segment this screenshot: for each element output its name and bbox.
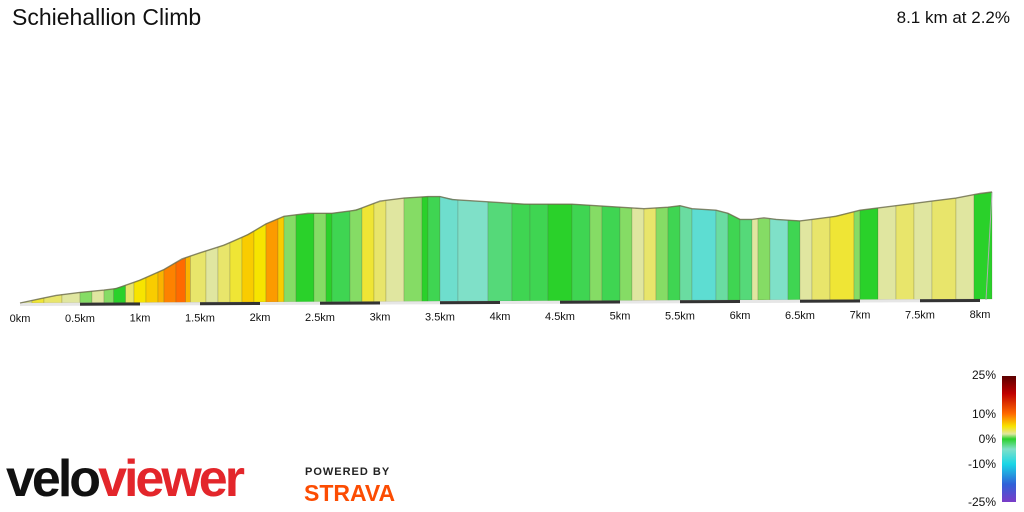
- base-strip-5: [320, 301, 380, 305]
- base-strip-1: [80, 302, 140, 306]
- x-axis-ticks: 0km 0.5km 1km 1.5km 2km 2.5km 3km 3.5km 4km 4.5km…: [10, 309, 991, 325]
- climb-summary: 8.1 km at 2.2%: [896, 8, 1010, 27]
- base-strip-14: [860, 299, 920, 303]
- base-strip-8: [500, 300, 560, 305]
- base-strip-9: [560, 300, 620, 304]
- base-strip-6: [380, 301, 440, 305]
- base-strip-2: [140, 302, 200, 306]
- powered-by-label: POWERED BY: [305, 466, 391, 478]
- logo-velo-text: velo: [6, 452, 99, 506]
- base-strips: [20, 191, 993, 306]
- base-strip-3: [200, 302, 260, 306]
- x-tick-label: 3.5km: [425, 311, 455, 323]
- x-tick-label: 4.5km: [545, 311, 575, 323]
- base-strip-10: [620, 300, 680, 304]
- chart-title: Schiehallion Climb: [12, 4, 202, 30]
- base-strip-11: [680, 300, 740, 304]
- gradient-scale-labels: 25% 10% 0% -10% -25%: [968, 368, 996, 509]
- x-tick-label: 0.5km: [65, 313, 95, 325]
- x-tick-label: 1.5km: [185, 312, 215, 324]
- svg-text:veloviewer: veloviewer: [6, 452, 245, 506]
- x-tick-label: 6km: [730, 310, 751, 322]
- gradient-scale-label: 25%: [972, 368, 996, 382]
- profile-end-edge: [985, 191, 993, 301]
- elevation-profile-chart: 0km 0.5km 1km 1.5km 2km 2.5km 3km 3.5km 4km 4.5km…: [10, 191, 993, 325]
- x-tick-label: 7km: [850, 310, 871, 322]
- x-tick-label: 1km: [130, 313, 151, 325]
- x-tick-label: 6.5km: [785, 310, 815, 322]
- x-tick-label: 0km: [10, 313, 31, 325]
- base-strip-7: [440, 301, 500, 305]
- gradient-scale-label: -25%: [968, 495, 996, 509]
- x-tick-label: 7.5km: [905, 309, 935, 321]
- x-tick-label: 3km: [370, 312, 391, 324]
- x-tick-label: 5.5km: [665, 310, 695, 322]
- gradient-segments: [19, 191, 993, 304]
- gradient-scale-label: 0%: [979, 432, 997, 446]
- x-tick-label: 5km: [610, 311, 631, 323]
- gradient-scale-label: 10%: [972, 407, 996, 421]
- base-strip-12: [740, 299, 800, 304]
- x-tick-label: 2.5km: [305, 312, 335, 324]
- veloviewer-logo: veloviewer: [6, 452, 248, 506]
- profile-outline: [19, 191, 993, 304]
- strava-logo: STRAVA: [304, 480, 396, 506]
- base-strip-4: [260, 301, 320, 306]
- base-strip-15: [920, 299, 980, 303]
- gradient-scale-label: -10%: [968, 457, 996, 471]
- gradient-scale-bar: [1002, 376, 1016, 502]
- x-tick-label: 2km: [250, 312, 271, 324]
- base-strip-13: [800, 299, 860, 303]
- x-tick-label: 4km: [490, 311, 511, 323]
- base-strip-0: [20, 302, 80, 306]
- logo-viewer-text: viewer: [98, 452, 245, 506]
- x-tick-label: 8km: [970, 309, 991, 321]
